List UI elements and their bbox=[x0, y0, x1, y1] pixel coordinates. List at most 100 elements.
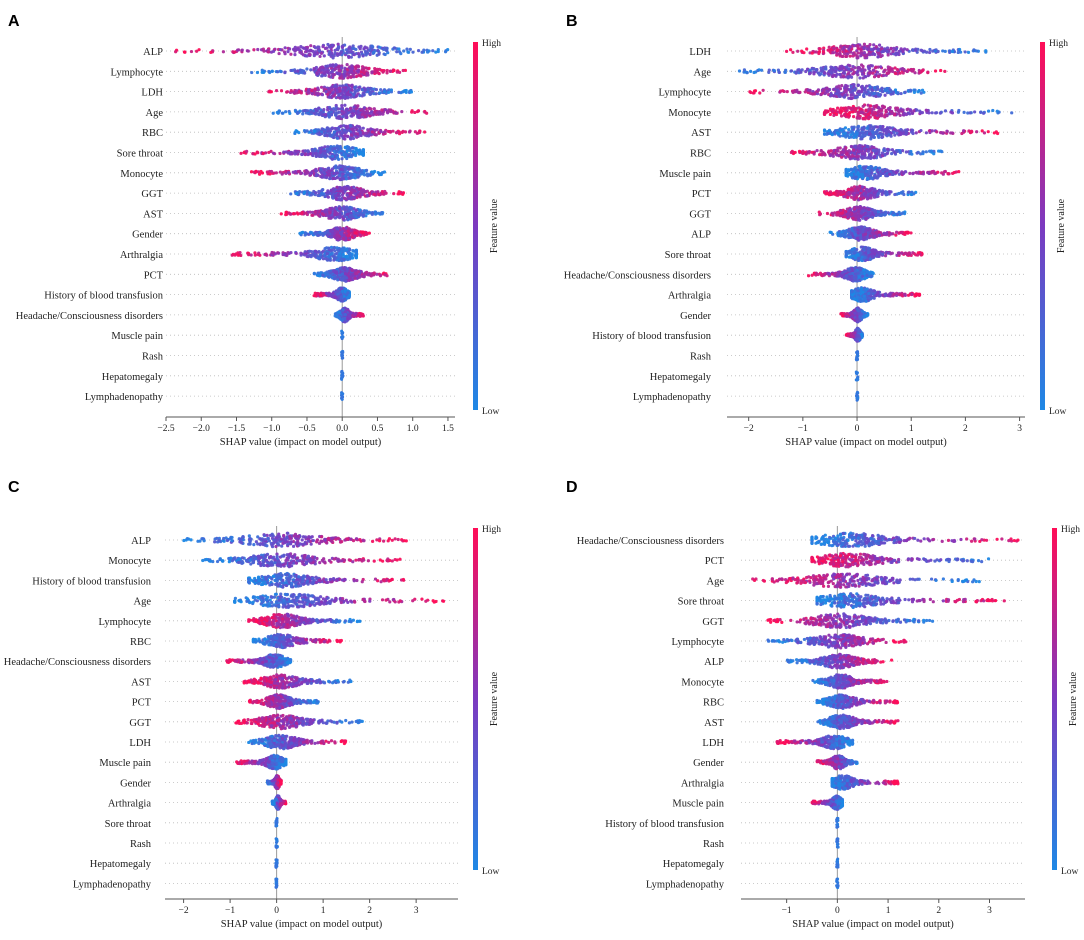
shap-point bbox=[373, 212, 378, 216]
shap-point bbox=[346, 197, 350, 201]
shap-point bbox=[867, 107, 871, 111]
shap-point bbox=[342, 185, 346, 189]
shap-point bbox=[350, 268, 354, 273]
x-tick-label: 3 bbox=[1017, 424, 1022, 434]
shap-point bbox=[356, 70, 360, 74]
shap-point bbox=[353, 313, 357, 317]
shap-point bbox=[397, 90, 401, 94]
shap-point bbox=[363, 190, 367, 194]
shap-point bbox=[871, 113, 875, 117]
shap-point bbox=[389, 109, 393, 114]
shap-point bbox=[388, 69, 393, 73]
shap-point bbox=[857, 92, 861, 97]
shap-point bbox=[361, 148, 365, 152]
shap-point bbox=[313, 249, 317, 253]
shap-point bbox=[342, 257, 346, 262]
shap-point bbox=[314, 154, 319, 158]
shap-point bbox=[347, 209, 351, 213]
shap-point bbox=[930, 111, 934, 115]
shap-point bbox=[901, 108, 905, 112]
x-tick-label: −1 bbox=[798, 424, 808, 434]
shap-point bbox=[336, 192, 340, 196]
shap-point bbox=[295, 47, 300, 51]
shap-point bbox=[866, 65, 870, 69]
shap-point bbox=[361, 126, 365, 130]
x-tick-label: −2.0 bbox=[193, 424, 210, 434]
shap-point bbox=[877, 74, 881, 79]
shap-point bbox=[348, 45, 352, 49]
shap-point bbox=[919, 48, 923, 52]
shap-point bbox=[347, 86, 351, 90]
shap-point bbox=[318, 230, 322, 234]
shap-point bbox=[919, 91, 923, 95]
shap-point bbox=[349, 75, 353, 79]
feature-label: Monocyte bbox=[120, 169, 163, 180]
shap-point bbox=[777, 70, 781, 75]
shap-point bbox=[304, 211, 308, 215]
shap-point bbox=[327, 87, 331, 91]
shap-point bbox=[862, 94, 866, 99]
shap-point bbox=[378, 274, 383, 278]
shap-point bbox=[819, 72, 823, 76]
shap-point bbox=[839, 44, 843, 48]
shap-point bbox=[329, 207, 333, 211]
shap-point bbox=[336, 42, 340, 46]
shap-point bbox=[873, 91, 877, 96]
shap-point bbox=[359, 152, 364, 156]
shap-point bbox=[791, 50, 795, 54]
shap-point bbox=[340, 230, 344, 234]
shap-point bbox=[325, 251, 329, 256]
shap-point bbox=[288, 111, 292, 116]
shap-point bbox=[296, 212, 300, 216]
shap-point bbox=[322, 70, 327, 74]
shap-point bbox=[411, 50, 415, 54]
shap-point bbox=[323, 154, 328, 158]
shap-point bbox=[346, 295, 350, 300]
shap-point bbox=[832, 113, 836, 117]
shap-point bbox=[934, 111, 939, 115]
shap-point bbox=[314, 107, 318, 111]
shap-point bbox=[892, 46, 896, 51]
shap-point bbox=[293, 69, 297, 74]
shap-point bbox=[369, 274, 373, 278]
shap-point bbox=[362, 93, 366, 97]
shap-point bbox=[868, 85, 872, 89]
shap-point bbox=[808, 91, 813, 96]
shap-point bbox=[358, 208, 362, 212]
shap-point bbox=[917, 88, 921, 93]
shap-point bbox=[268, 172, 272, 176]
shap-point bbox=[330, 126, 334, 130]
shap-point bbox=[370, 44, 374, 48]
shap-point bbox=[367, 134, 371, 138]
shap-point bbox=[835, 92, 839, 96]
shap-point bbox=[408, 47, 412, 51]
shap-point bbox=[314, 209, 318, 214]
shap-point bbox=[349, 311, 353, 315]
shap-point bbox=[858, 76, 862, 80]
shap-point bbox=[827, 45, 831, 49]
shap-point bbox=[326, 70, 330, 74]
shap-point bbox=[221, 50, 226, 54]
shap-point bbox=[345, 149, 349, 154]
shap-point bbox=[410, 109, 414, 113]
shap-point bbox=[289, 251, 293, 255]
shap-point bbox=[356, 110, 361, 115]
shap-point bbox=[329, 107, 333, 112]
shap-point bbox=[872, 75, 877, 79]
shap-point bbox=[352, 105, 356, 109]
shap-point bbox=[348, 123, 353, 128]
shap-point bbox=[294, 251, 298, 256]
shap-point bbox=[328, 211, 332, 215]
shap-point bbox=[363, 110, 367, 115]
shap-point bbox=[283, 52, 287, 56]
shap-point bbox=[383, 273, 387, 277]
shap-point bbox=[358, 195, 362, 199]
shap-point bbox=[351, 44, 355, 48]
shap-point bbox=[966, 50, 971, 54]
shap-point bbox=[326, 150, 330, 154]
shap-point bbox=[396, 192, 400, 196]
shap-point bbox=[334, 133, 338, 137]
shap-point bbox=[331, 187, 336, 191]
shap-point bbox=[767, 68, 771, 72]
